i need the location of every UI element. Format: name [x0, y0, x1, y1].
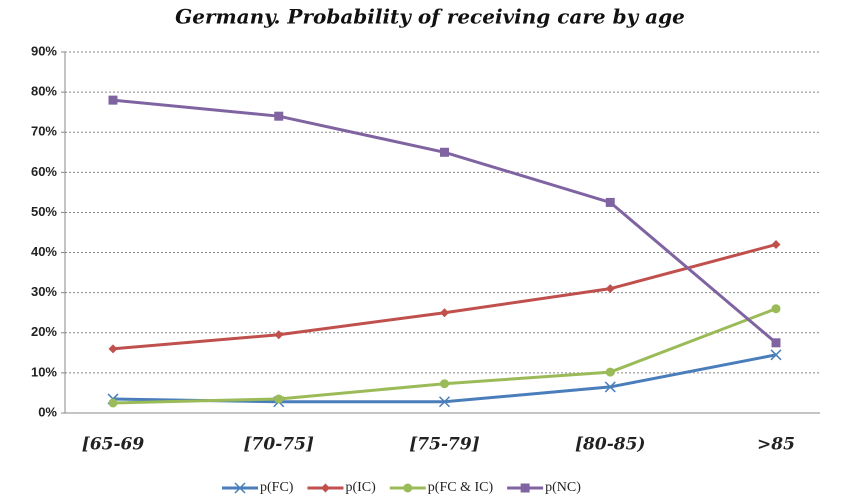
- legend-marker: [234, 482, 246, 494]
- x-tick-label: [75-79]: [409, 435, 479, 455]
- y-tick-label: 80%: [31, 84, 57, 99]
- series: [108, 304, 781, 408]
- marker: [274, 394, 284, 404]
- y-tick-label: 70%: [31, 124, 57, 139]
- marker: [771, 338, 781, 348]
- legend-marker: [520, 483, 530, 493]
- marker: [108, 398, 118, 408]
- marker: [440, 308, 449, 318]
- y-tick-label: 30%: [31, 284, 57, 299]
- marker: [605, 367, 615, 377]
- series-line: [112, 98, 777, 344]
- y-tick-label: 90%: [31, 43, 57, 58]
- marker: [440, 147, 449, 157]
- marker: [771, 240, 781, 250]
- legend-label: p(IC): [345, 480, 376, 495]
- marker: [108, 344, 118, 354]
- marker: [770, 349, 782, 361]
- chart-title: Germany. Probability of receiving care b…: [175, 5, 685, 29]
- series: [107, 349, 782, 408]
- legend-label: p(NC): [545, 480, 581, 495]
- legend-marker: [320, 483, 330, 493]
- y-tick-label: 60%: [31, 164, 57, 179]
- y-tick-label: 40%: [31, 244, 57, 259]
- marker: [274, 111, 284, 121]
- series-line: [112, 353, 777, 404]
- legend-label: p(FC & IC): [428, 480, 494, 495]
- series: [108, 240, 781, 354]
- y-tick-label: 0%: [38, 404, 57, 419]
- y-tick-label: 50%: [31, 204, 57, 219]
- marker: [771, 304, 781, 314]
- y-tick-label: 10%: [31, 364, 57, 379]
- series: [108, 95, 781, 348]
- x-tick-label: [80-85): [575, 435, 645, 455]
- x-tick-label: [70-75]: [244, 435, 314, 455]
- y-tick-label: 20%: [31, 324, 57, 339]
- legend-marker: [403, 483, 413, 493]
- marker: [108, 95, 118, 105]
- marker: [438, 396, 451, 408]
- marker: [604, 381, 616, 393]
- x-tick-label: >85: [757, 435, 795, 455]
- series-line: [112, 307, 777, 405]
- marker: [605, 284, 615, 294]
- marker: [274, 330, 284, 340]
- x-tick-label: [65-69: [82, 435, 145, 455]
- marker: [605, 197, 615, 207]
- legend-label: p(FC): [260, 480, 294, 495]
- marker: [440, 379, 449, 389]
- legend: p(FC) p(IC) p(FC & IC) p(NC): [222, 480, 581, 495]
